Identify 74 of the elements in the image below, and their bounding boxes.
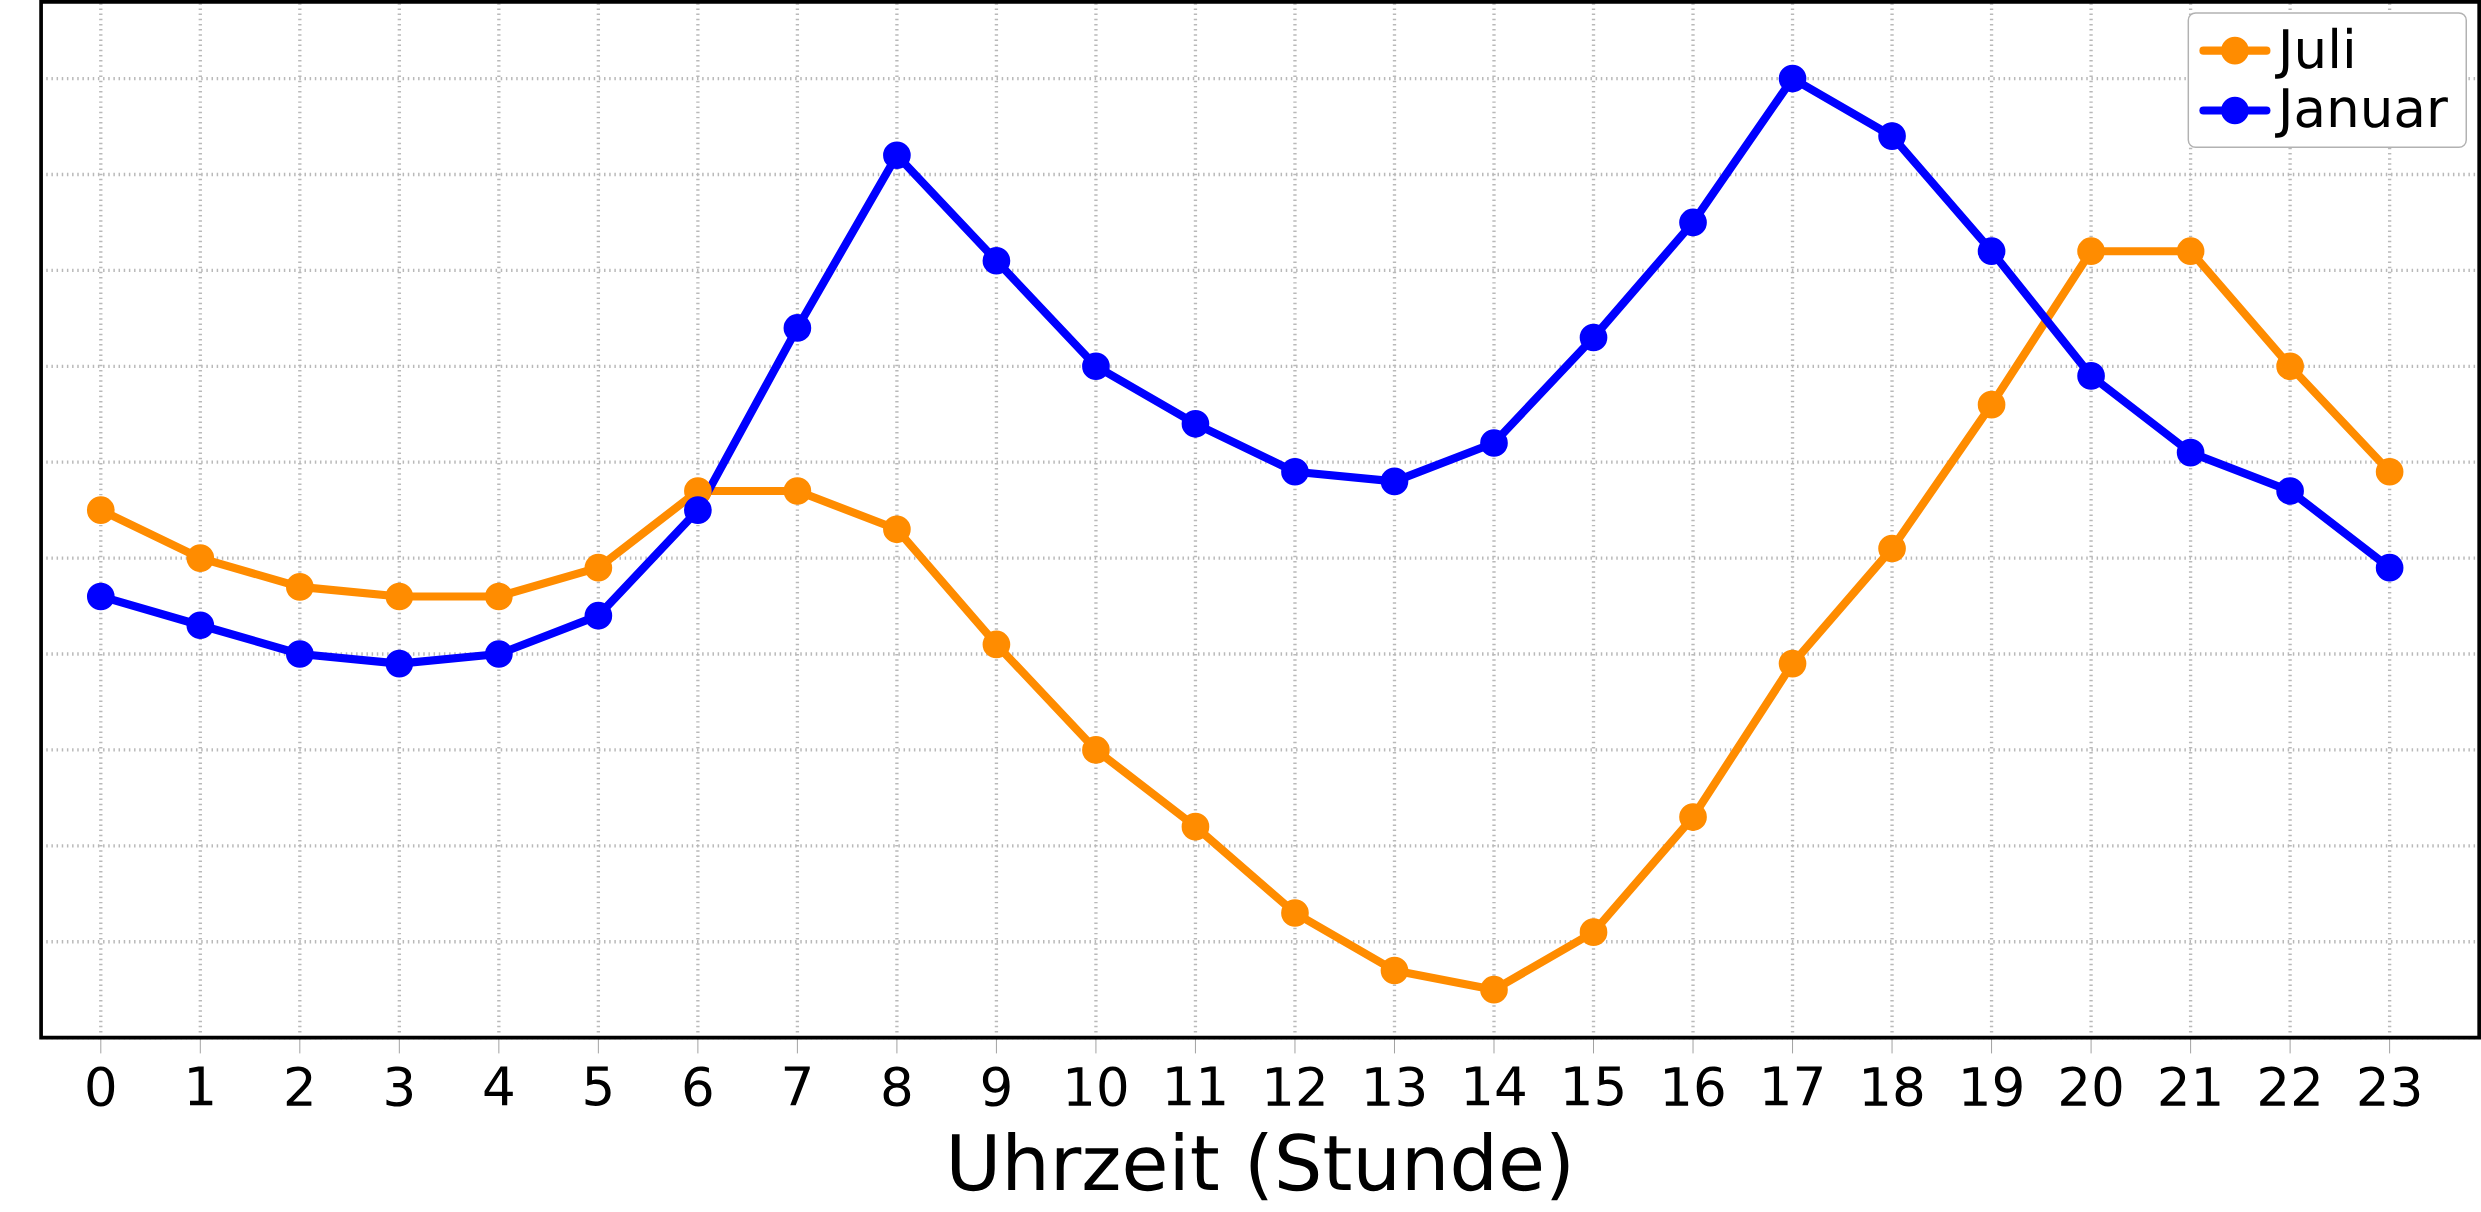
point [1082,352,1110,380]
point [385,582,414,611]
x-tick-label: 12 [1267,1066,1324,1106]
point [2276,476,2304,505]
point [1579,323,1608,352]
point [783,476,812,505]
point [1579,918,1608,946]
x-axis-title: Uhrzeit (Stunde) [951,1131,1569,1200]
point [2176,237,2205,265]
point [1878,122,1906,150]
point [982,630,1011,659]
point [2176,438,2205,467]
point [1181,409,1210,438]
point [86,582,115,611]
point [1480,428,1508,457]
x-tick-label: 11 [1167,1066,1225,1105]
x-tick-label: 2 [286,1066,312,1106]
point [584,601,613,630]
x-tick-label: 13 [1366,1066,1425,1107]
point [883,141,911,169]
point [86,496,115,524]
point [584,553,613,582]
x-tick-label: 19 [1963,1066,2022,1107]
point [783,313,812,342]
x-tick-label: 7 [784,1066,810,1105]
point [1878,534,1906,563]
legend-label: Juli [2275,27,2352,79]
x-tick-label: 16 [1665,1066,1724,1107]
point [684,496,712,524]
x-tick-label: 3 [386,1066,412,1107]
x-tick-label: 23 [2359,1066,2420,1107]
point [1281,898,1309,927]
x-tick-label: 22 [2260,1066,2319,1106]
point [982,246,1011,275]
point [285,572,314,601]
x-tick-label: 18 [1864,1066,1923,1107]
x-tick-label: 5 [585,1066,611,1106]
point [1679,803,1707,831]
point [485,639,513,668]
x-tick-label: 14 [1466,1066,1525,1105]
point [1977,390,2006,419]
point [2077,237,2105,265]
point [485,582,513,611]
point [1082,735,1110,764]
point [1181,812,1210,841]
point [2375,553,2404,582]
point [2077,361,2105,390]
x-tick-label: 21 [2160,1066,2220,1106]
x-tick-label: 20 [2061,1066,2122,1107]
legend-label: Januar [2275,88,2448,138]
point [1679,208,1707,237]
x-tick-label: 4 [484,1066,513,1105]
point [1977,237,2006,265]
point [1778,649,1807,678]
point [1480,975,1508,1004]
point [385,649,414,678]
x-tick-label: 17 [1764,1066,1822,1105]
x-tick-label: 9 [982,1066,1010,1107]
point [883,515,911,543]
point [1380,467,1409,495]
point [1778,64,1807,93]
point [2375,457,2404,486]
x-tick-label: 6 [684,1066,712,1107]
x-tick-label: 10 [1067,1066,1127,1107]
point [186,611,215,639]
x-tick-label: 15 [1565,1066,1623,1106]
x-tick-label: 8 [883,1066,911,1107]
point [2276,352,2304,380]
point [1281,457,1309,486]
point [186,544,215,572]
point [1380,956,1409,985]
x-tick-label: 0 [87,1066,115,1107]
x-tick-label: 1 [189,1066,213,1105]
point [285,639,314,668]
